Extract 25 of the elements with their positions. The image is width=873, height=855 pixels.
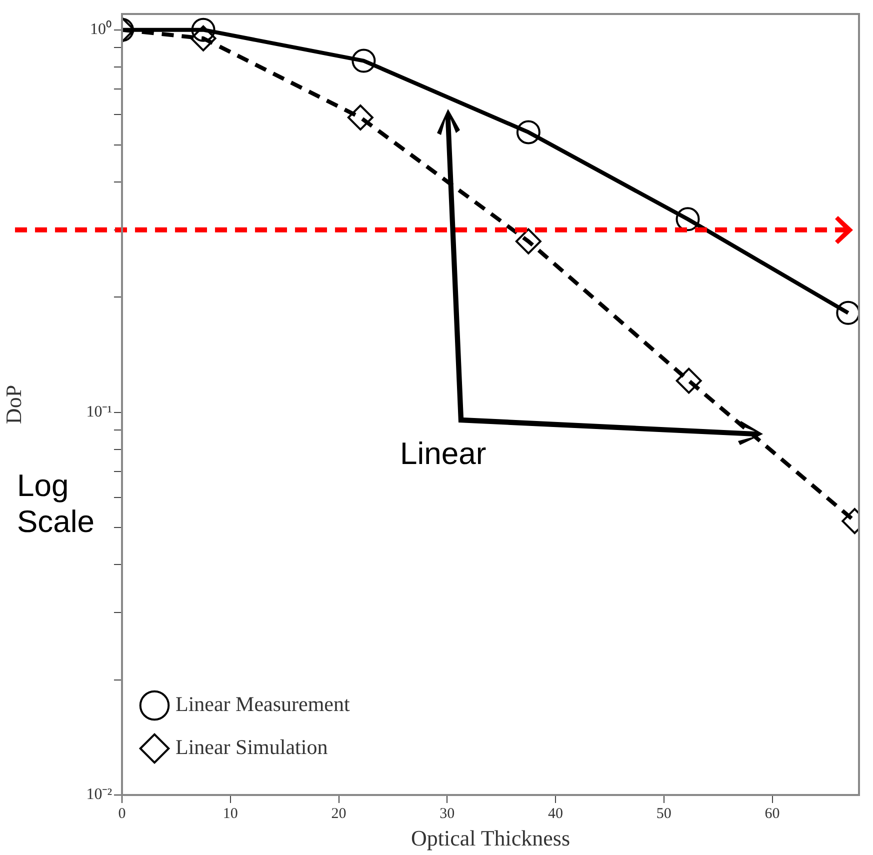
x-tick-label: 60	[764, 806, 780, 822]
point	[190, 25, 216, 52]
text: Log Scale	[17, 468, 96, 540]
y-axis-title: DoP	[0, 384, 26, 424]
y-tick-label: 10⁻¹	[86, 404, 112, 421]
point	[347, 104, 374, 131]
point	[191, 18, 216, 42]
annotation: Linear	[400, 436, 488, 472]
point	[676, 368, 702, 394]
legend-label: Linear Simulation	[176, 735, 328, 760]
point	[676, 207, 700, 232]
x-tick-label: 50	[656, 806, 672, 822]
x-tick-label: 20	[331, 806, 346, 822]
point	[515, 228, 542, 254]
x-axis-title: Optical Thickness	[410, 826, 570, 851]
x-tick-label: 10	[222, 806, 238, 822]
y-tick-label: 10⁰	[90, 20, 112, 38]
x-tick-label: 30	[440, 806, 455, 822]
x-tick-label: 40	[548, 806, 564, 822]
point	[836, 300, 859, 325]
point	[516, 120, 540, 144]
legend-label: Linear Measurement	[176, 692, 350, 716]
point	[352, 48, 376, 73]
x-tick-label: 0	[118, 806, 126, 822]
y-tick-label: 10⁻²	[86, 786, 112, 804]
